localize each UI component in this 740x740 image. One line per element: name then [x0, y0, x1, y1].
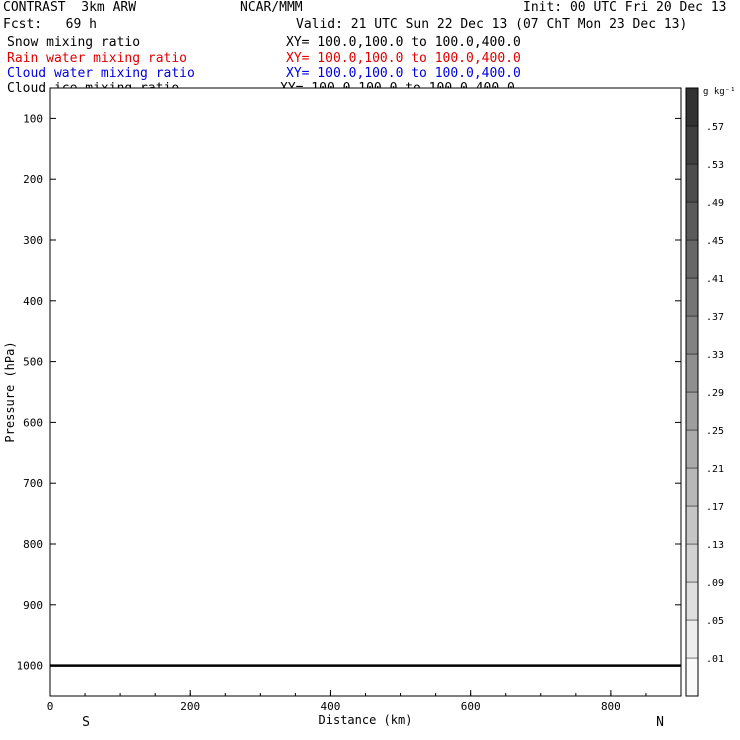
colorbar-segment — [685, 543, 699, 583]
colorbar-segment — [685, 201, 699, 241]
colorbar-segment — [685, 429, 699, 469]
colorbar-label: .13 — [706, 540, 724, 551]
y-tick-label: 1000 — [17, 660, 44, 673]
y-tick-label: 500 — [23, 356, 43, 369]
endpoint-south: S — [82, 715, 90, 730]
y-tick-label: 400 — [23, 295, 43, 308]
colorbar-segment — [685, 239, 699, 279]
colorbar-segment — [685, 87, 699, 127]
plot-frame — [49, 87, 682, 697]
colorbar-label: .09 — [706, 578, 724, 589]
colorbar-label: .53 — [706, 160, 724, 171]
y-tick-label: 300 — [23, 234, 43, 247]
colorbar-label: .41 — [706, 274, 724, 285]
colorbar-segment — [685, 353, 699, 393]
field-label-snow: Snow mixing ratio — [7, 35, 141, 50]
y-tick-label: 600 — [23, 416, 43, 429]
colorbar-label: .29 — [706, 388, 724, 399]
y-tick-label: 200 — [23, 173, 43, 186]
x-tick-label: 600 — [461, 700, 481, 713]
colorbar-label: .01 — [706, 654, 724, 665]
x-axis-title: Distance (km) — [319, 713, 413, 727]
forecast-hour: Fcst: 69 h — [3, 17, 97, 32]
x-tick-label: 0 — [47, 700, 54, 713]
field-label-rain: Rain water mixing ratio — [7, 51, 188, 66]
field-xy-cloud-water: XY= 100.0,100.0 to 100.0,400.0 — [286, 66, 521, 81]
colorbar-segment — [685, 277, 699, 317]
colorbar-segment — [685, 467, 699, 507]
endpoint-north: N — [656, 715, 664, 730]
colorbar-label: .45 — [706, 236, 724, 247]
colorbar-frame — [685, 87, 699, 697]
colorbar-label: .33 — [706, 350, 724, 361]
colorbar-label: .49 — [706, 198, 724, 209]
y-tick-label: 100 — [23, 112, 43, 125]
field-xy-rain: XY= 100.0,100.0 to 100.0,400.0 — [286, 51, 521, 66]
x-tick-label: 800 — [601, 700, 621, 713]
init-time: Init: 00 UTC Fri 20 Dec 13 — [523, 0, 727, 15]
colorbar-segment — [685, 163, 699, 203]
colorbar-label: .21 — [706, 464, 724, 475]
colorbar-segment — [685, 125, 699, 165]
y-tick-label: 900 — [23, 599, 43, 612]
valid-time: Valid: 21 UTC Sun 22 Dec 13 (07 ChT Mon … — [296, 17, 688, 32]
y-tick-label: 800 — [23, 538, 43, 551]
y-tick-label: 700 — [23, 477, 43, 490]
colorbar-label: .57 — [706, 122, 724, 133]
colorbar-segment — [685, 657, 699, 697]
colorbar-segment — [685, 581, 699, 621]
colorbar-units: g kg⁻¹ — [703, 87, 736, 97]
colorbar-segment — [685, 315, 699, 355]
model-title: CONTRAST 3km ARW — [3, 0, 137, 15]
colorbar-segment — [685, 391, 699, 431]
colorbar-label: .17 — [706, 502, 724, 513]
colorbar-segment — [685, 505, 699, 545]
colorbar-label: .25 — [706, 426, 724, 437]
colorbar-label: .05 — [706, 616, 724, 627]
colorbar-label: .37 — [706, 312, 724, 323]
y-axis-title: Pressure (hPa) — [3, 341, 17, 442]
field-label-cloud-water: Cloud water mixing ratio — [7, 66, 195, 81]
x-tick-label: 200 — [180, 700, 200, 713]
x-tick-label: 400 — [321, 700, 341, 713]
organization: NCAR/MMM — [240, 0, 303, 15]
colorbar-segment — [685, 619, 699, 659]
field-xy-snow: XY= 100.0,100.0 to 100.0,400.0 — [286, 35, 521, 50]
